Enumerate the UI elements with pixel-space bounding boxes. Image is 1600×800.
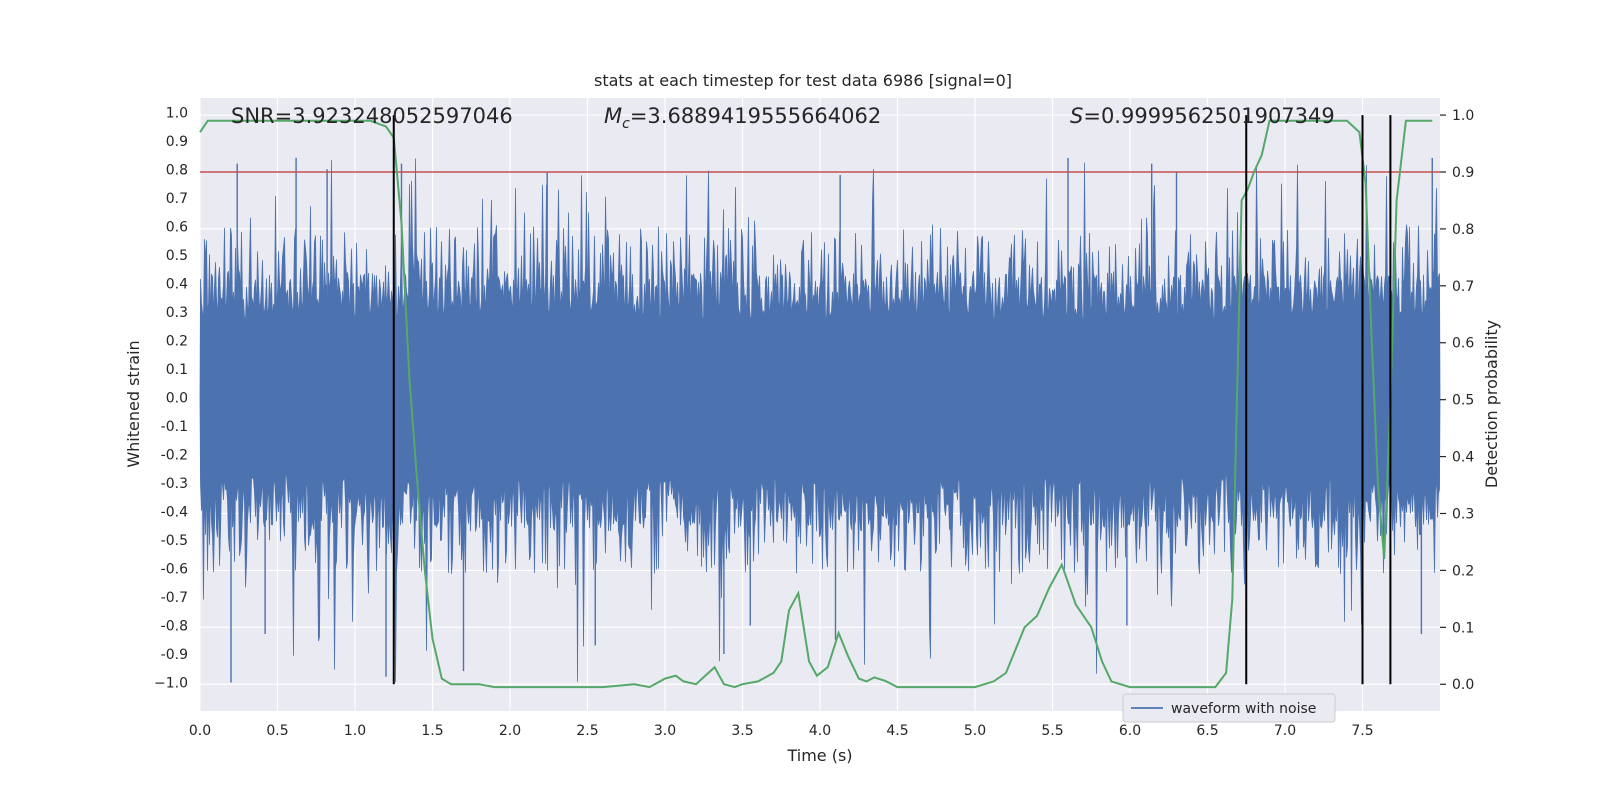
y-tick-label: -0.7 (161, 590, 188, 606)
y-tick-label: 0.4 (166, 276, 188, 292)
legend-box (1122, 693, 1336, 723)
x-tick-label: 3.0 (654, 723, 676, 739)
x-tick-label: 4.0 (809, 723, 831, 739)
y2-tick-label: 0.9 (1452, 165, 1474, 181)
y2-ticks: 1.0 0.9 0.8 0.7 0.6 0.5 0.4 0.3 0.2 0.1 0.0 (1440, 108, 1474, 693)
y2-tick-label: 0.6 (1452, 336, 1474, 352)
score-annotation: S=0.9999562501907349 (1070, 104, 1335, 128)
x-axis-label: Time (s) (786, 746, 852, 765)
y-tick-label: -0.2 (161, 447, 188, 463)
x-tick-label: 1.0 (344, 723, 366, 739)
x-tick-label: 1.5 (421, 723, 443, 739)
x-tick-label: 7.5 (1351, 723, 1373, 739)
x-tick-label: 5.5 (1041, 723, 1063, 739)
x-tick-label: 6.5 (1196, 723, 1218, 739)
y-tick-label: 0.0 (166, 390, 188, 406)
y-tick-label: -0.4 (161, 504, 188, 520)
snr-annotation: SNR=3.923248052597046 (231, 104, 513, 128)
y2-tick-label: 0.2 (1452, 563, 1474, 579)
x-tick-label: 7.0 (1274, 723, 1296, 739)
x-tick-label: 2.5 (576, 723, 598, 739)
y-tick-label: 0.5 (166, 248, 188, 264)
legend-label: waveform with noise (1171, 701, 1316, 717)
legend: waveform with noise (1122, 693, 1336, 723)
y-tick-label: 0.9 (166, 134, 188, 150)
y2-tick-label: 0.4 (1452, 450, 1474, 466)
y-tick-label: 0.8 (166, 162, 188, 178)
y-tick-label: −1.0 (154, 675, 188, 691)
y2-tick-label: 0.0 (1452, 677, 1474, 693)
waveform-series (199, 157, 1441, 683)
y-tick-label: -0.1 (161, 419, 188, 435)
y2-tick-label: 0.1 (1452, 620, 1474, 636)
x-tick-label: 4.5 (886, 723, 908, 739)
y-tick-label: 0.3 (166, 305, 188, 321)
y-tick-label: -0.5 (161, 533, 188, 549)
chart-title: stats at each timestep for test data 698… (594, 71, 1012, 90)
y2-axis-label: Detection probability (1482, 320, 1501, 488)
y-tick-label: 0.7 (166, 191, 188, 207)
y2-tick-label: 0.7 (1452, 279, 1474, 295)
y2-tick-label: 0.5 (1452, 393, 1474, 409)
y-tick-label: -0.9 (161, 647, 188, 663)
y-tick-label: -0.6 (161, 561, 188, 577)
x-tick-label: 0.5 (266, 723, 288, 739)
y-tick-label: -0.8 (161, 618, 188, 634)
y-ticks: 1.0 0.9 0.8 0.7 0.6 0.5 0.4 0.3 0.2 0.1 0.0 -0.1 -0.… (154, 105, 188, 691)
x-tick-label: 3.5 (731, 723, 753, 739)
chirp-mass-annotation: Mc=3.6889419555664062 (604, 104, 881, 132)
y-axis-label: Whitened strain (124, 340, 143, 467)
probability-series (199, 119, 1433, 689)
y2-tick-label: 0.8 (1452, 222, 1474, 238)
x-ticks: 0.0 0.5 1.0 1.5 2.0 2.5 3.0 3.5 4.0 4.5 5.0 5.5 6.0 6… (189, 723, 1374, 739)
y-tick-label: 0.2 (166, 333, 188, 349)
y-tick-label: 1.0 (166, 105, 188, 121)
y2-tick-label: 1.0 (1452, 108, 1474, 124)
y-tick-label: 0.6 (166, 219, 188, 235)
vlines (392, 115, 1392, 685)
waveform-body (199, 158, 1441, 683)
y-tick-label: 0.1 (166, 362, 188, 378)
x-tick-label: 2.0 (499, 723, 521, 739)
y-tick-label: -0.3 (161, 476, 188, 492)
x-tick-label: 6.0 (1119, 723, 1141, 739)
x-tick-label: 0.0 (189, 723, 211, 739)
y2-tick-label: 0.3 (1452, 506, 1474, 522)
x-tick-label: 5.0 (964, 723, 986, 739)
